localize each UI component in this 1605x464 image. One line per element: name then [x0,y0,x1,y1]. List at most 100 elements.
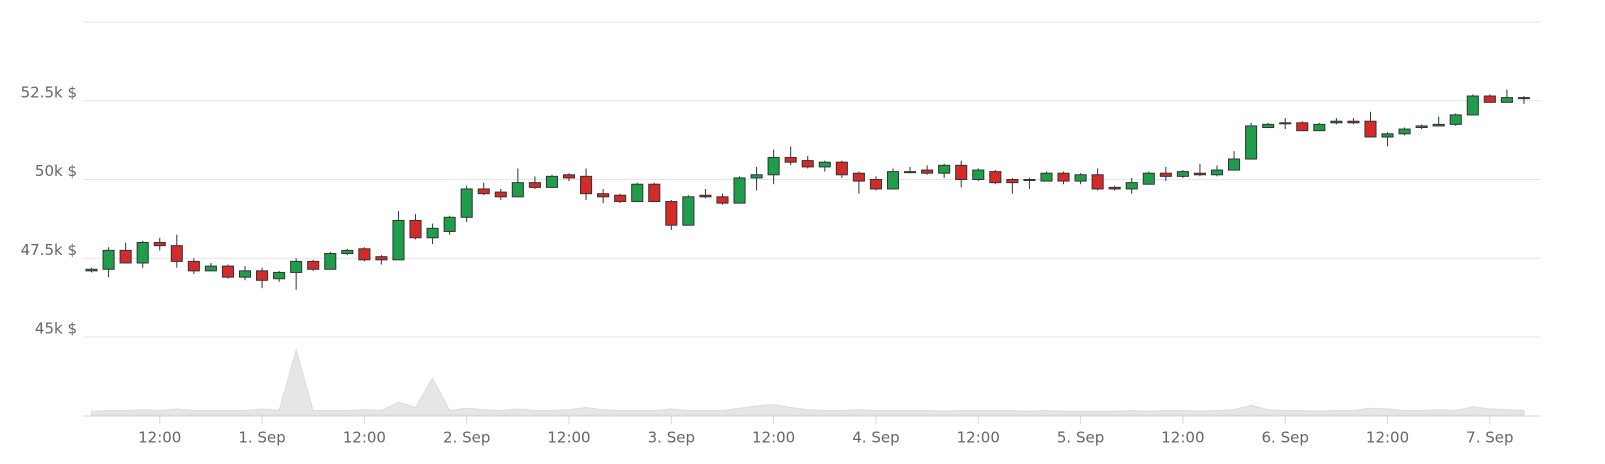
candle-body [409,219,422,239]
candle-body [886,171,900,190]
candle-body [477,188,490,195]
candle-body [869,179,882,190]
candle-body [1262,123,1275,129]
y-tick-label: 52.5k $ [21,83,77,101]
candle-body [1108,186,1121,190]
candle-body [580,175,593,195]
candle-body [1245,125,1258,160]
y-tick-label: 47.5k $ [21,241,77,259]
candle-body [358,248,371,261]
candle-body [733,177,746,204]
candle-body [1006,179,1019,184]
candle-body [426,227,439,239]
candle-body [1210,169,1224,176]
candle-body [1449,114,1462,125]
candle-body [1074,174,1087,182]
candle-body [1296,122,1309,132]
candle-body [989,171,1002,184]
candle-body [1483,95,1496,103]
x-tick-label: 2. Sep [443,429,490,447]
candle-body [1023,179,1036,181]
y-tick-label: 50k $ [35,162,77,180]
candle-body [221,265,234,278]
candle-body [767,156,780,176]
x-tick-label: 1. Sep [238,429,285,447]
candle-body [818,161,831,168]
candle-body [324,253,337,270]
x-tick-label: 12:00 [957,429,1000,447]
x-tick-label: 3. Sep [648,429,695,447]
candle-body [460,188,473,218]
candle-body [1398,128,1411,135]
candle-body [307,260,320,270]
x-tick-label: 12:00 [138,429,181,447]
candle-body [1279,122,1292,125]
candle-body [614,194,627,203]
candle-body [648,183,661,203]
x-tick-label: 7. Sep [1466,429,1513,447]
candle-body [256,270,269,281]
candle-body [392,219,405,261]
x-tick-label: 6. Sep [1262,429,1309,447]
candle-body [1228,158,1241,171]
candle-body [1125,182,1138,190]
candle-body [750,174,763,179]
candle-body [1381,133,1394,138]
candle-body [204,265,217,272]
candle-body [273,271,286,280]
candle-body [238,270,252,278]
candle-body [784,156,797,163]
candle-body [153,242,166,247]
candle-body [597,193,610,198]
candle-body [1159,172,1172,177]
candle-body [955,164,968,180]
candle-body [1466,95,1479,116]
candle-body [528,182,541,188]
candle-body [443,216,456,232]
candle-body [1091,174,1104,190]
candle-body [290,260,303,273]
candle-body [1057,172,1070,182]
candle-body [1142,172,1155,185]
candle-body [119,249,132,264]
candle-body [852,172,865,182]
candle-body [136,242,149,264]
x-tick-label: 12:00 [752,429,795,447]
x-tick-label: 5. Sep [1057,429,1104,447]
candle-body [511,182,524,198]
x-tick-label: 4. Sep [852,429,899,447]
volume-area [91,347,1525,416]
candle-body [1330,120,1343,124]
candle-body [341,249,354,255]
candle-body [938,164,951,174]
candle-body [631,183,644,203]
y-tick-label: 45k $ [35,320,77,338]
candle-body [921,169,934,174]
candle-body [716,196,729,204]
candle-body [562,174,576,179]
candle-body [1364,120,1377,138]
candle-body [699,194,712,198]
x-tick-label: 12:00 [1161,429,1204,447]
candle-body [682,196,695,226]
candle-body [835,161,848,176]
candle-body [545,175,558,188]
candle-body [85,268,98,272]
x-tick-label: 12:00 [343,429,386,447]
x-tick-label: 12:00 [1366,429,1409,447]
candle-body [1500,97,1513,103]
candle-body [375,256,388,261]
candle-body [801,160,814,168]
candle-body [1432,123,1445,127]
candle-body [494,191,507,198]
candle-body [1193,172,1206,176]
candle-body [1040,172,1053,182]
candle-body [102,249,115,270]
candle-body [1347,120,1360,124]
candle-body [904,171,917,174]
candle-body [1517,97,1530,100]
candle-body [1415,125,1428,129]
candle-body [665,201,678,226]
